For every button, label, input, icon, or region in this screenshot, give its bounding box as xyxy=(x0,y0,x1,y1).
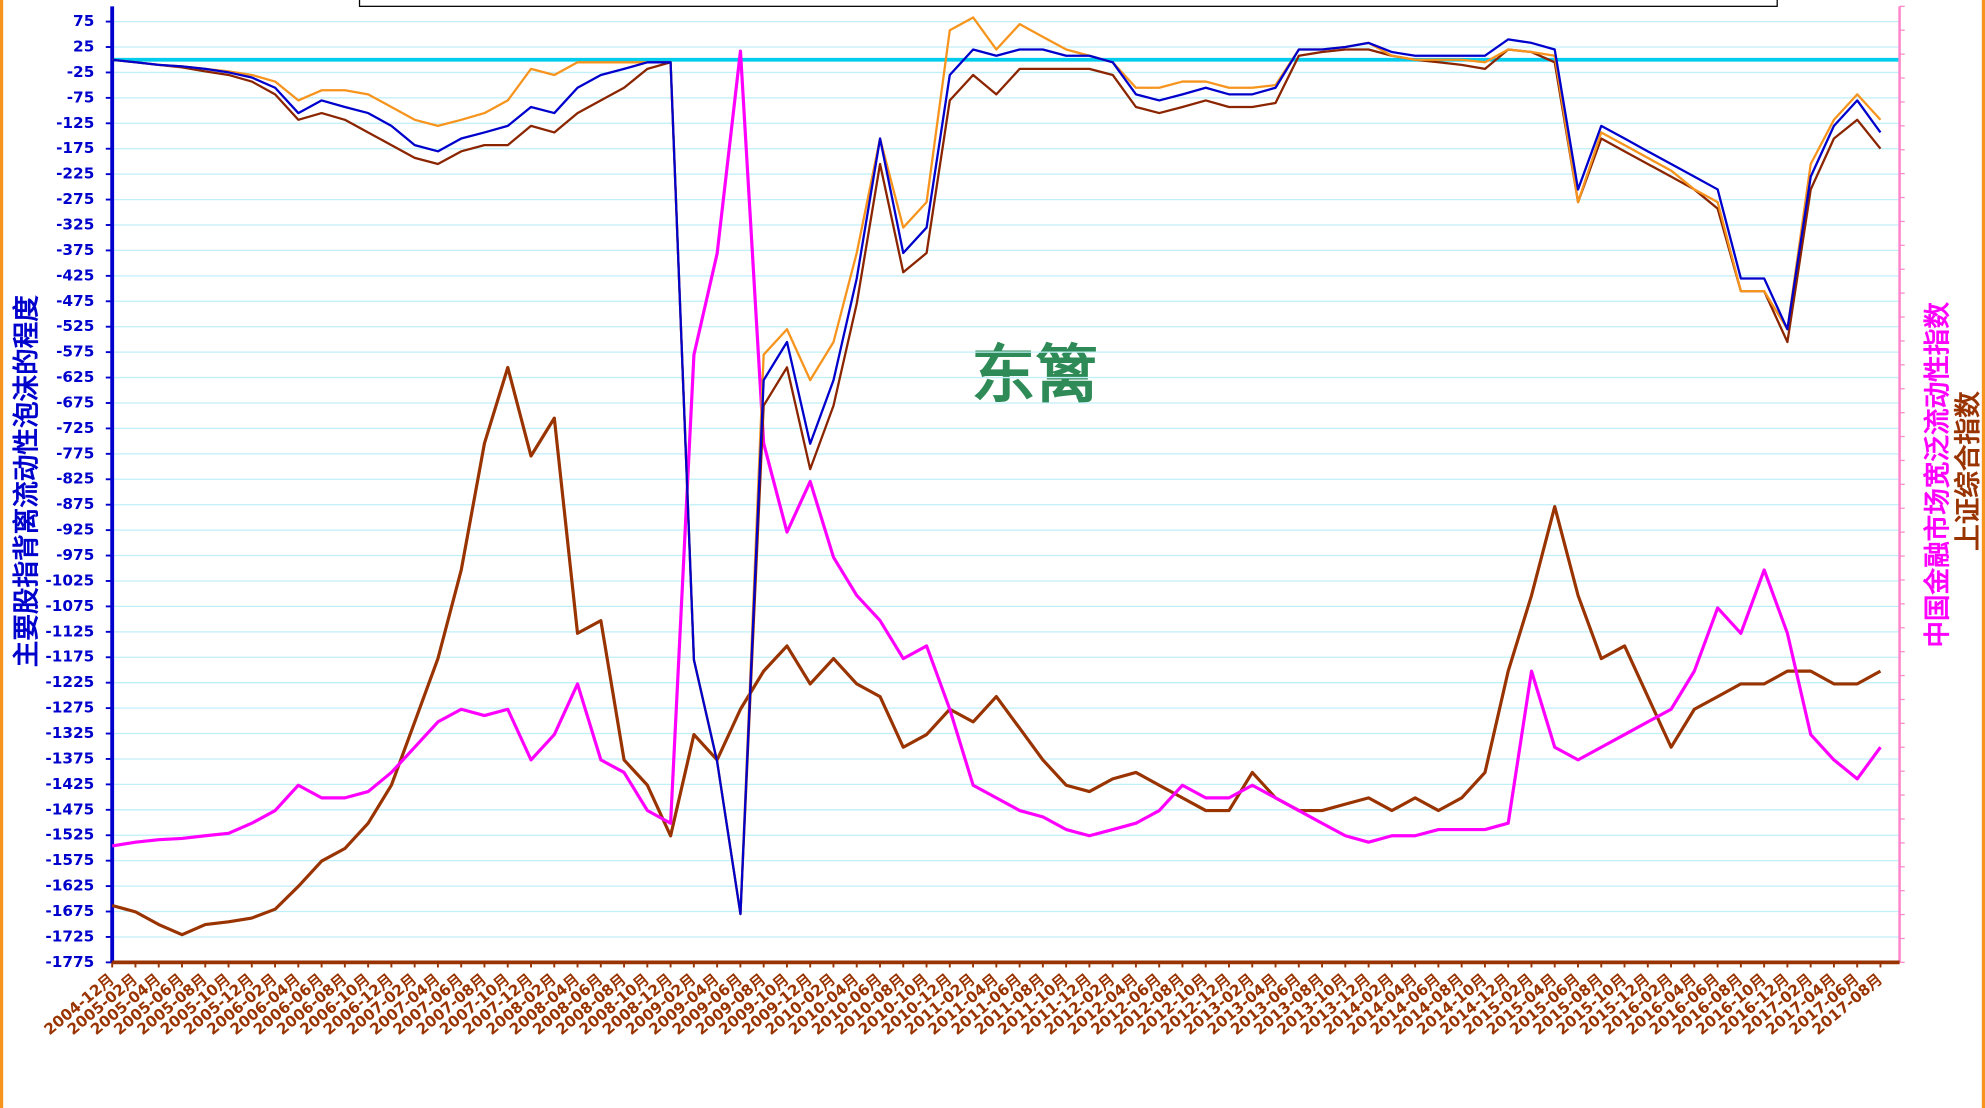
y-tick-label: -775 xyxy=(56,444,94,462)
series-line xyxy=(112,38,1882,916)
y-tick-label: -1325 xyxy=(45,724,94,742)
y-tick-label: -1725 xyxy=(45,927,94,945)
y-tick-label: -1425 xyxy=(45,775,94,793)
y-tick-label: -675 xyxy=(56,394,94,412)
y-tick-label: -475 xyxy=(56,292,94,310)
y-tick-label: -275 xyxy=(56,190,94,208)
y-tick-label: -1475 xyxy=(45,800,94,818)
y-tick-label: -325 xyxy=(56,216,94,234)
y-tick-label: -1675 xyxy=(45,902,94,920)
y-tick-label: -975 xyxy=(56,546,94,564)
y-tick-label: 25 xyxy=(73,38,94,56)
y-tick-label: -1375 xyxy=(45,749,94,767)
y-tick-label: 75 xyxy=(73,12,94,30)
y-tick-label: -825 xyxy=(56,470,94,488)
y-tick-label: -425 xyxy=(56,266,94,284)
y-tick-label: -625 xyxy=(56,368,94,386)
y-tick-label: -1275 xyxy=(45,699,94,717)
y-tick-label: -1225 xyxy=(45,673,94,691)
y-tick-label: -375 xyxy=(56,241,94,259)
y-tick-label: -125 xyxy=(56,114,94,132)
watermark: 东篱 xyxy=(971,337,1098,412)
y-axis-title: 主要股指背离流动性泡沫的程度 xyxy=(11,295,42,667)
y2-axis-title: 上证综合指数 xyxy=(1953,391,1984,551)
y-tick-label: -1525 xyxy=(45,826,94,844)
legend-box xyxy=(358,0,1778,7)
y-tick-label: -525 xyxy=(56,317,94,335)
y-tick-label: -575 xyxy=(56,343,94,361)
series-line xyxy=(111,49,1882,848)
y-tick-label: -1075 xyxy=(45,597,94,615)
y-tick-label: -1175 xyxy=(45,648,94,666)
series-line xyxy=(112,16,1882,916)
y-tick-label: -1775 xyxy=(45,953,94,971)
y-tick-label: -725 xyxy=(56,419,94,437)
y-tick-label: -225 xyxy=(56,165,94,183)
y2-axis-title: 中国金融市场宽泛流动性指数 xyxy=(1923,302,1954,648)
y-tick-label: -1025 xyxy=(45,572,94,590)
y-tick-label: -1625 xyxy=(45,877,94,895)
y-tick-label: -25 xyxy=(67,63,95,81)
y-tick-label: -175 xyxy=(56,139,94,157)
y-tick-label: -75 xyxy=(67,88,95,106)
y-tick-label: -925 xyxy=(56,521,94,539)
y-tick-label: -1125 xyxy=(45,622,94,640)
series-line xyxy=(111,365,1882,937)
y-tick-label: -1575 xyxy=(45,851,94,869)
y-tick-label: -875 xyxy=(56,495,94,513)
